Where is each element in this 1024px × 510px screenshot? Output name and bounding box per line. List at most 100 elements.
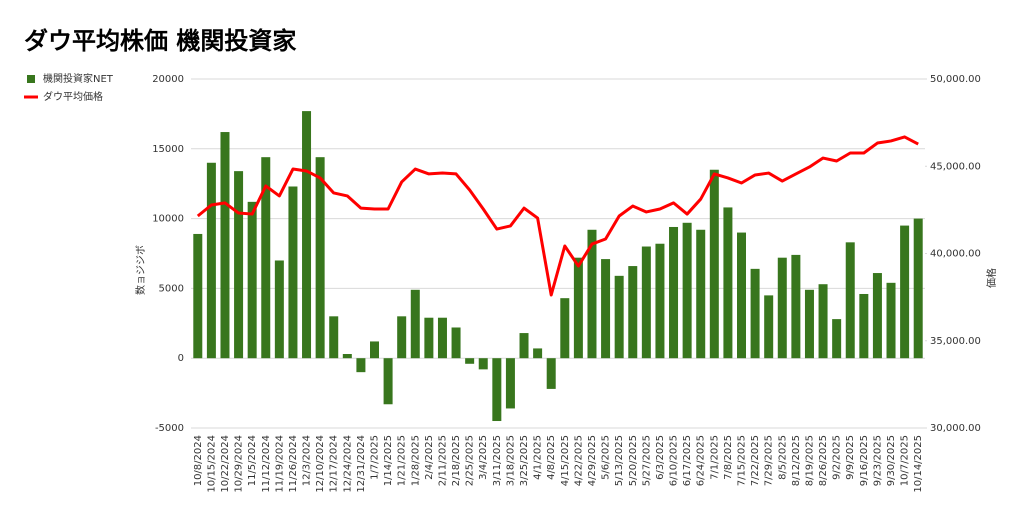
bar [900,225,910,359]
bar [410,289,420,359]
y-tick-label: 10000 [152,214,184,225]
x-tick-label: 7/8/2025 [723,435,734,480]
bar [342,354,352,359]
x-tick-label: 9/30/2025 [886,435,897,486]
bar [315,157,325,359]
bar [750,268,760,359]
bar [206,162,216,359]
y-tick-label: -5000 [155,423,184,434]
bar [261,157,271,359]
bar [519,333,529,359]
chart-title: ダウ平均株価 機関投資家 [24,27,296,55]
x-tick-label: 8/19/2025 [804,435,815,486]
bar [356,358,366,373]
bar [533,348,543,359]
x-tick-label: 7/15/2025 [737,435,748,486]
bar [818,284,828,359]
bar [669,226,679,359]
bar [682,222,692,359]
y2-tick-label: 30,000.00 [930,423,981,434]
bar [737,232,746,359]
bar [859,293,869,359]
bar [505,358,515,409]
y-tick-label: 0 [178,353,184,364]
bar [696,229,706,359]
x-tick-label: 5/27/2025 [641,435,652,486]
x-tick-label: 12/3/2024 [302,435,313,486]
bar [804,289,814,359]
x-tick-label: 1/28/2025 [410,435,421,486]
x-tick-label: 12/31/2024 [356,435,367,493]
legend-label: ダウ平均価格 [43,90,103,103]
bar [764,295,774,359]
x-tick-label: 3/11/2025 [492,435,503,486]
x-tick-label: 2/18/2025 [451,435,462,486]
bar [370,341,379,359]
bar [791,254,801,359]
x-tick-label: 4/22/2025 [573,435,584,486]
x-tick-label: 6/10/2025 [669,435,680,486]
x-tick-label: 6/3/2025 [655,435,666,480]
legend-swatch [27,75,35,83]
bar [220,132,230,359]
y-tick-label: 15000 [152,144,184,155]
x-tick-label: 2/25/2025 [465,435,476,486]
y2-axis-title: 価格 [985,268,998,288]
x-tick-label: 9/23/2025 [872,435,883,486]
x-tick-label: 6/17/2025 [682,435,693,486]
y-tick-label: 5000 [159,283,184,294]
bar [913,218,923,359]
y-axis-title: 数ョジジボ [134,245,147,295]
bar [465,358,475,364]
bar [777,257,787,359]
legend-label: 機関投資家NET [43,72,114,85]
bar [437,317,447,359]
bar [560,298,570,359]
x-tick-label: 9/16/2025 [859,435,870,486]
x-tick-label: 11/5/2024 [247,435,258,486]
x-tick-label: 12/17/2024 [329,435,340,493]
bar [845,242,855,359]
y2-tick-label: 45,000.00 [930,161,981,172]
x-tick-label: 3/18/2025 [505,435,516,486]
y-tick-label: 20000 [152,74,184,85]
bar [424,317,434,359]
x-tick-label: 4/1/2025 [533,435,544,480]
bar [872,273,882,359]
bar [329,316,339,359]
bar [546,358,556,389]
bar [478,358,488,370]
bar [234,171,244,359]
bar [383,358,393,405]
x-tick-label: 2/4/2025 [424,435,435,480]
bar [288,186,298,359]
bar [302,111,312,359]
x-tick-label: 7/1/2025 [709,435,720,480]
x-tick-label: 4/8/2025 [546,435,557,480]
bar [587,229,597,359]
x-tick-label: 8/26/2025 [818,435,829,486]
x-tick-label: 11/19/2024 [274,435,285,493]
x-tick-label: 10/14/2025 [913,435,924,493]
bar [628,266,638,359]
x-tick-label: 10/29/2024 [234,435,245,493]
bar [641,246,651,359]
bar [573,257,583,359]
bar [886,282,896,359]
x-tick-label: 9/2/2025 [832,435,843,480]
x-tick-label: 11/12/2024 [261,435,272,493]
bar [193,233,203,359]
x-tick-label: 1/7/2025 [370,435,381,480]
x-tick-label: 3/25/2025 [519,435,530,486]
x-tick-label: 5/6/2025 [601,435,612,480]
x-tick-label: 6/24/2025 [696,435,707,486]
bar [601,259,611,359]
x-tick-label: 1/21/2025 [397,435,408,486]
x-tick-label: 10/15/2024 [206,435,217,493]
bar [723,207,733,359]
x-tick-label: 12/10/2024 [315,435,326,493]
x-tick-label: 3/4/2025 [478,435,489,480]
y2-tick-label: 35,000.00 [930,336,981,347]
x-tick-label: 2/11/2025 [437,435,448,486]
